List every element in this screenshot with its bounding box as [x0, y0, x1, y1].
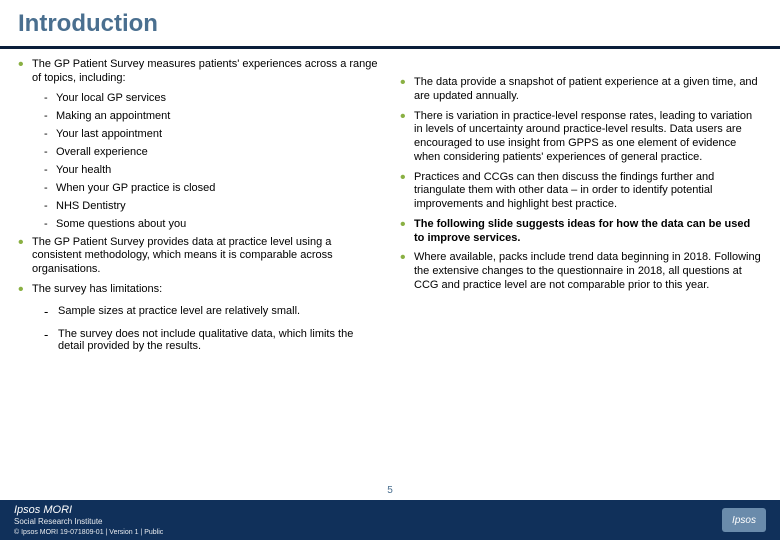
dash-icon: -: [44, 92, 56, 104]
dash-icon: -: [44, 110, 56, 122]
sub-item: -Your local GP services: [44, 92, 380, 104]
bullet-item: • The following slide suggests ideas for…: [400, 218, 762, 246]
dash-icon: -: [44, 305, 58, 318]
dash-icon: -: [44, 200, 56, 212]
sub-text: Some questions about you: [56, 218, 186, 230]
sub-text: When your GP practice is closed: [56, 182, 215, 194]
sub-item: -Your last appointment: [44, 128, 380, 140]
sub-item: -Overall experience: [44, 146, 380, 158]
page-number: 5: [387, 485, 393, 496]
dash-icon: -: [44, 146, 56, 158]
bullet-icon: •: [18, 58, 32, 86]
bullet-text: Practices and CCGs can then discuss the …: [414, 171, 762, 212]
bullet-item: • Where available, packs include trend d…: [400, 251, 762, 292]
sub-text: Sample sizes at practice level are relat…: [58, 305, 300, 318]
bullet-text: There is variation in practice-level res…: [414, 110, 762, 165]
slide-title: Introduction: [18, 10, 158, 38]
bullet-text: The GP Patient Survey measures patients'…: [32, 58, 380, 86]
bullet-text-bold: The following slide suggests ideas for h…: [414, 218, 762, 246]
bullet-item: • Practices and CCGs can then discuss th…: [400, 171, 762, 212]
bullet-item: • There is variation in practice-level r…: [400, 110, 762, 165]
dash-icon: -: [44, 182, 56, 194]
sub-text: Your health: [56, 164, 111, 176]
slide-root: Introduction • The GP Patient Survey mea…: [0, 0, 780, 540]
sub-item: -Some questions about you: [44, 218, 380, 230]
bullet-text: Where available, packs include trend dat…: [414, 251, 762, 292]
bullet-icon: •: [400, 218, 414, 246]
bullet-item: • The survey has limitations:: [18, 283, 380, 297]
bullet-icon: •: [18, 283, 32, 297]
bullet-item: • The data provide a snapshot of patient…: [400, 76, 762, 104]
bullet-icon: •: [18, 236, 32, 277]
footer-sub: Social Research Institute: [14, 517, 163, 527]
sub-item: -Making an appointment: [44, 110, 380, 122]
bullet-text: The GP Patient Survey provides data at p…: [32, 236, 380, 277]
left-column: • The GP Patient Survey measures patient…: [18, 58, 380, 358]
bullet-text: The data provide a snapshot of patient e…: [414, 76, 762, 104]
bullet-text: The survey has limitations:: [32, 283, 162, 297]
bullet-icon: •: [400, 251, 414, 292]
ipsos-logo-text: Ipsos: [732, 515, 756, 526]
dash-icon: -: [44, 164, 56, 176]
content-area: • The GP Patient Survey measures patient…: [18, 58, 762, 358]
sub-text: Your local GP services: [56, 92, 166, 104]
sub-item: -NHS Dentistry: [44, 200, 380, 212]
bullet-icon: •: [400, 171, 414, 212]
ipsos-logo: Ipsos: [722, 508, 766, 532]
sub-item: -When your GP practice is closed: [44, 182, 380, 194]
footer-attribution: © Ipsos MORI 19-071809-01 | Version 1 | …: [14, 529, 163, 537]
sub-item: -The survey does not include qualitative…: [44, 328, 380, 352]
bullet-item: • The GP Patient Survey measures patient…: [18, 58, 380, 86]
sub-item: -Your health: [44, 164, 380, 176]
sub-text: Your last appointment: [56, 128, 162, 140]
title-underline: [0, 46, 780, 49]
sub-item: -Sample sizes at practice level are rela…: [44, 305, 380, 318]
sub-list: -Sample sizes at practice level are rela…: [44, 305, 380, 352]
sub-text: NHS Dentistry: [56, 200, 126, 212]
bullet-icon: •: [400, 110, 414, 165]
footer-left: Ipsos MORI Social Research Institute © I…: [14, 504, 163, 537]
dash-icon: -: [44, 328, 58, 352]
dash-icon: -: [44, 218, 56, 230]
sub-text: Overall experience: [56, 146, 148, 158]
bullet-icon: •: [400, 76, 414, 104]
dash-icon: -: [44, 128, 56, 140]
footer-brand: Ipsos MORI: [14, 504, 163, 517]
right-column: • The data provide a snapshot of patient…: [400, 58, 762, 358]
bullet-item: • The GP Patient Survey provides data at…: [18, 236, 380, 277]
sub-text: Making an appointment: [56, 110, 170, 122]
footer-bar: Ipsos MORI Social Research Institute © I…: [0, 500, 780, 540]
sub-list: -Your local GP services -Making an appoi…: [44, 92, 380, 230]
sub-text: The survey does not include qualitative …: [58, 328, 380, 352]
